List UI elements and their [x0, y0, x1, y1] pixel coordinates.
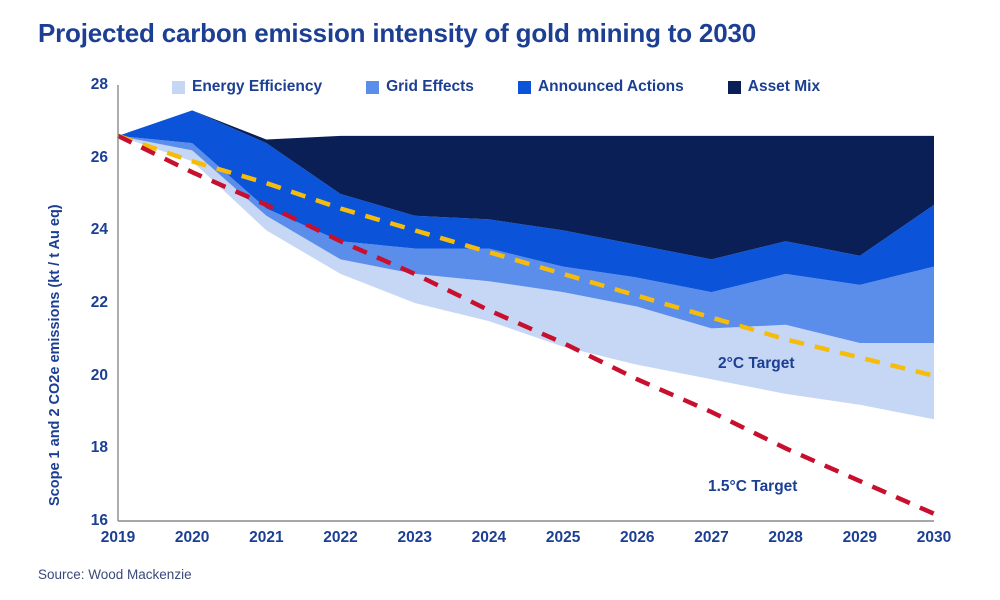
- legend-item-grid-effects[interactable]: Grid Effects: [366, 79, 474, 95]
- reference-line-2c-target: [117, 133, 935, 378]
- y-axis-ticks: 16 18 20 22 24 26 28: [68, 0, 108, 600]
- y-tick-label: 24: [90, 221, 108, 239]
- x-tick-label: 2029: [842, 529, 878, 546]
- legend-swatch-grid-effects: [366, 80, 380, 94]
- reference-line-15c-target: [117, 133, 935, 516]
- legend-label-announced-actions: Announced Actions: [537, 78, 684, 96]
- x-tick-label: 2022: [323, 529, 358, 546]
- y-tick-label: 16: [90, 512, 108, 529]
- y-tick-label: 18: [90, 439, 108, 457]
- legend-item-energy-efficiency[interactable]: Energy Efficiency: [172, 79, 322, 95]
- legend-item-announced-actions[interactable]: Announced Actions: [517, 78, 684, 96]
- y-tick-label: 26: [90, 148, 108, 166]
- x-tick-label: 2027: [694, 529, 729, 546]
- legend-swatch-announced-actions: [517, 80, 531, 94]
- legend-label-energy-efficiency: Energy Efficiency: [192, 78, 323, 96]
- source-note: Source: Wood Mackenzie: [38, 567, 192, 582]
- x-tick-label: 2025: [545, 529, 581, 546]
- x-tick-label: 2023: [397, 529, 432, 546]
- area-energy-efficiency: [118, 135, 934, 420]
- annotation-15c-target: 1.5°C Target: [708, 478, 798, 495]
- y-tick-label: 28: [90, 76, 108, 93]
- y-tick-label: 20: [90, 366, 108, 384]
- x-tick-label: 2019: [100, 529, 136, 546]
- legend-label-asset-mix: Asset Mix: [747, 78, 821, 96]
- x-tick-label: 2024: [471, 529, 507, 546]
- x-tick-label: 2026: [620, 529, 655, 546]
- legend-swatch-asset-mix: [727, 80, 741, 94]
- x-tick-label: 2020: [174, 529, 210, 546]
- area-asset-mix: [118, 110, 934, 260]
- x-tick-label: 2028: [768, 529, 803, 546]
- legend-item-asset-mix[interactable]: Asset Mix: [727, 78, 821, 96]
- area-announced-actions: [118, 110, 934, 293]
- x-tick-label: 2021: [249, 529, 284, 546]
- chart-legend: Energy Efficiency Grid Effects Announced…: [172, 76, 820, 98]
- page-title: Projected carbon emission intensity of g…: [38, 18, 756, 48]
- legend-swatch-energy-efficiency: [172, 80, 185, 94]
- x-tick-label: 2030: [916, 529, 952, 546]
- area-grid-effects: [118, 135, 934, 343]
- annotation-2c-target: 2°C Target: [718, 355, 795, 372]
- legend-label-grid-effects: Grid Effects: [386, 78, 474, 96]
- y-tick-label: 22: [90, 294, 108, 311]
